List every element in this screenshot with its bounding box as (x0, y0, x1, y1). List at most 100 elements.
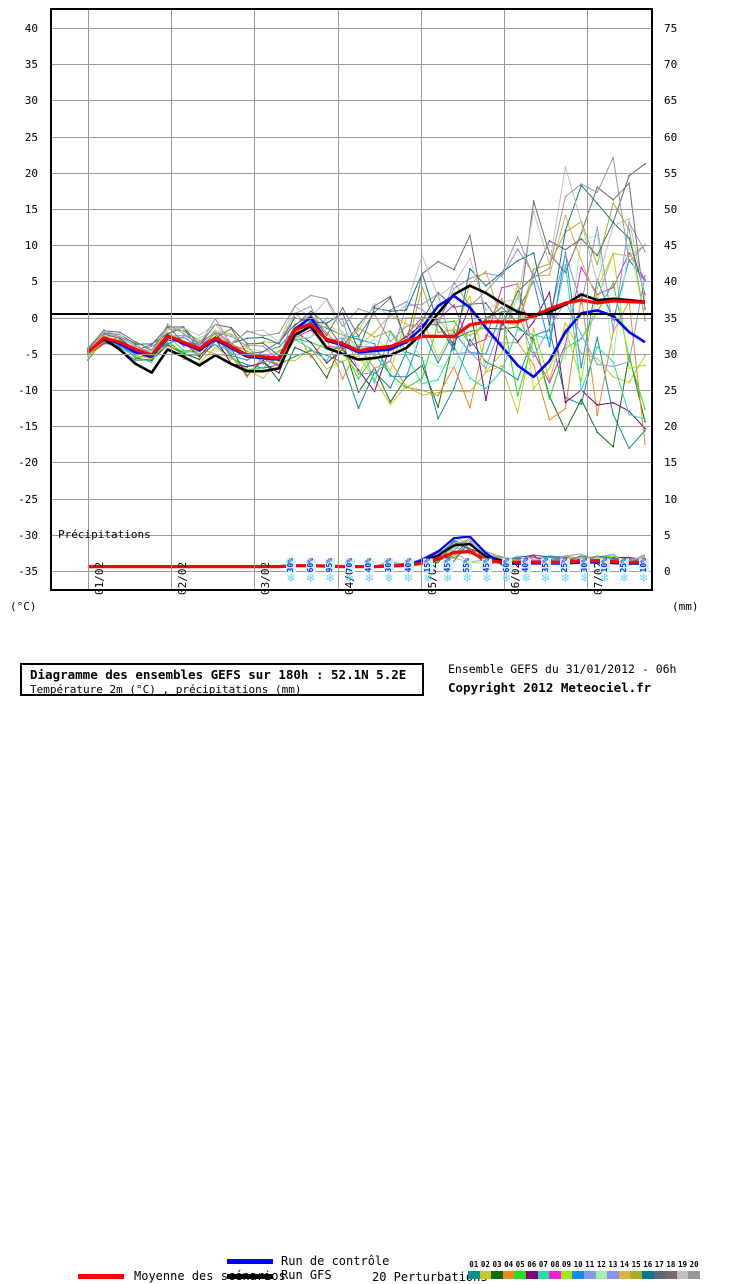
gridline-horizontal (52, 281, 651, 283)
perturbation-number: 17 (654, 1260, 664, 1269)
data-point (214, 346, 217, 349)
data-point (357, 369, 360, 372)
gridline-vertical (171, 10, 173, 589)
data-point (182, 329, 185, 332)
data-point (214, 329, 217, 332)
data-point (437, 362, 440, 364)
perturbation-number: 12 (596, 1260, 606, 1269)
data-point (389, 297, 392, 300)
snowflake-icon: ❄ (502, 571, 511, 587)
snow-probability-marker: 40% ❄ (518, 558, 534, 585)
data-point (262, 334, 264, 337)
data-point (580, 237, 583, 240)
data-point (437, 417, 440, 420)
data-point (166, 345, 169, 348)
data-point (262, 329, 264, 332)
data-point (198, 343, 201, 346)
data-point (357, 354, 360, 357)
snowflake-icon: ❄ (463, 571, 472, 587)
data-point (453, 320, 455, 323)
data-point (500, 297, 503, 300)
y-tick-left: 25 (24, 130, 38, 144)
data-point (357, 344, 360, 347)
data-point (612, 445, 615, 448)
perturbation-color-swatch (618, 1271, 631, 1279)
snow-probability-marker: 25% ❄ (557, 558, 573, 585)
perturbation-color-swatch (468, 1271, 480, 1279)
data-point (628, 381, 630, 384)
data-point (612, 282, 615, 285)
perturbation-color-swatch (676, 1271, 689, 1279)
data-point (548, 381, 551, 384)
data-point (262, 345, 264, 347)
data-point (548, 240, 551, 242)
data-point (484, 399, 487, 402)
right-axis-unit: (mm) (672, 600, 699, 613)
data-point (612, 360, 615, 363)
snowflake-icon: ❄ (424, 571, 433, 587)
data-point (612, 413, 615, 416)
data-point (373, 390, 376, 393)
snow-probability-marker: 30% ❄ (577, 558, 593, 585)
run-info: Ensemble GEFS du 31/01/2012 - 06h (448, 662, 677, 676)
data-point (309, 356, 312, 359)
run-info-box: Ensemble GEFS du 31/01/2012 - 06h Copyri… (448, 662, 676, 695)
data-point (596, 357, 599, 360)
data-point (564, 322, 567, 324)
snow-probability-value: 45% (442, 558, 453, 573)
data-point (580, 366, 583, 369)
y-tick-left: 20 (24, 166, 38, 180)
y-tick-left: 15 (24, 203, 38, 217)
data-point (596, 202, 599, 205)
data-point (469, 377, 471, 380)
data-point (182, 327, 185, 330)
data-point (612, 221, 615, 223)
perturbation-color-swatch (630, 1271, 642, 1279)
data-point (532, 252, 535, 254)
y-tick-right: 30 (664, 347, 678, 361)
data-point (532, 363, 535, 366)
data-point (612, 365, 615, 368)
data-point (357, 345, 360, 348)
data-point (484, 387, 487, 390)
snow-probability-value: 25% (560, 558, 571, 573)
data-point (612, 156, 615, 159)
data-point (325, 334, 328, 337)
data-point (341, 378, 344, 380)
legend-swatch-mean (78, 1274, 124, 1279)
data-point (341, 334, 344, 337)
gridline-horizontal (52, 317, 651, 319)
perturbation-color-swatch (537, 1271, 550, 1279)
legend-label-gfs: Run GFS (281, 1268, 332, 1282)
data-point (484, 309, 487, 312)
data-point (469, 344, 471, 347)
data-point (484, 284, 487, 287)
gridline-horizontal (52, 353, 651, 355)
data-point (405, 349, 408, 352)
data-point (357, 407, 360, 410)
perturbation-number: 01 (469, 1260, 479, 1269)
gridline-vertical (587, 10, 589, 589)
data-point (293, 339, 296, 341)
data-point (293, 323, 296, 326)
perturbation-number: 05 (515, 1260, 525, 1269)
perturbation-color-swatch (560, 1271, 573, 1279)
data-point (373, 342, 376, 345)
data-point (357, 327, 360, 329)
data-point (548, 345, 551, 348)
data-point (469, 350, 471, 353)
snowflake-icon: ❄ (639, 571, 648, 587)
data-point (453, 306, 455, 309)
perturbation-color-swatch (583, 1271, 596, 1279)
data-point (357, 324, 360, 326)
data-point (644, 275, 646, 277)
data-point (548, 267, 551, 269)
gridline-horizontal (52, 245, 651, 247)
gridline-horizontal (52, 534, 651, 536)
data-point (230, 349, 233, 352)
data-point (612, 224, 615, 227)
perturbation-number: 13 (608, 1260, 618, 1269)
data-point (484, 318, 487, 321)
data-point (373, 311, 376, 313)
data-point (134, 345, 137, 347)
